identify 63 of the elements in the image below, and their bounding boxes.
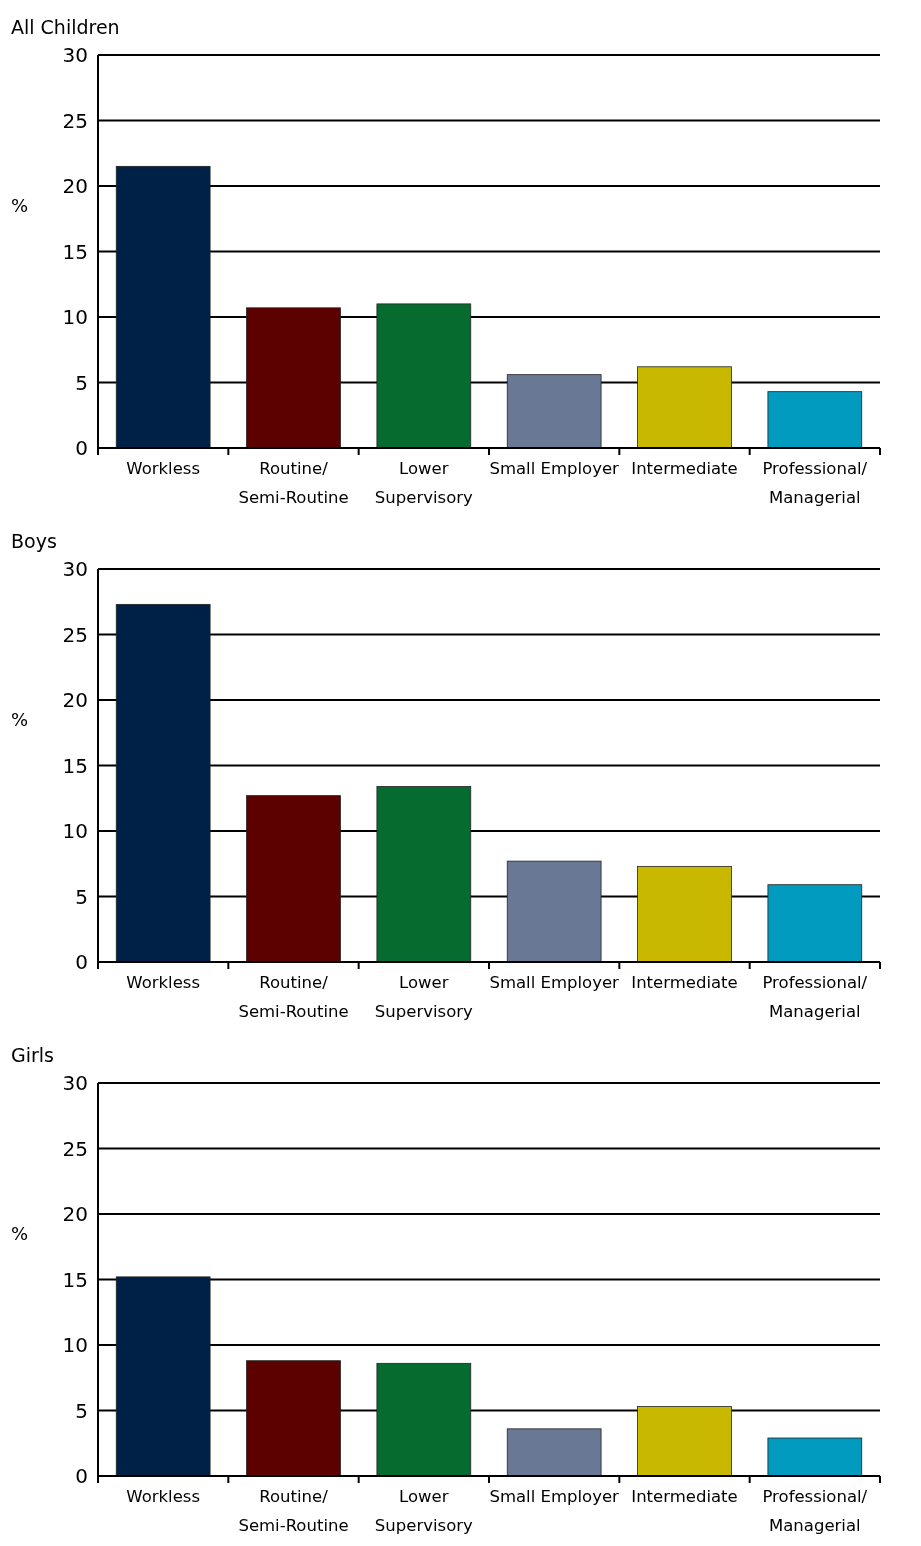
- bar: [246, 307, 341, 449]
- bar: [376, 786, 472, 963]
- chart-title: Boys: [11, 530, 57, 552]
- x-tick-label: Lower Supervisory: [374, 973, 474, 1021]
- x-tick-label: Professional/ Managerial: [762, 1487, 868, 1535]
- x-tick-label: Lower Supervisory: [374, 459, 474, 507]
- y-tick-label: 10: [62, 1333, 88, 1357]
- y-tick-label: 20: [62, 688, 88, 712]
- x-tick-label: Routine/ Semi-Routine: [238, 459, 349, 507]
- x-tick-label: Professional/ Managerial: [762, 459, 868, 507]
- y-tick-label: 15: [62, 753, 88, 778]
- y-tick-label: 5: [75, 884, 88, 909]
- chart-title: All Children: [11, 16, 120, 38]
- y-tick-label: 5: [75, 370, 88, 395]
- x-tick-label: Lower Supervisory: [374, 1487, 474, 1535]
- y-tick-label: 0: [75, 436, 88, 460]
- x-tick-label: Workless: [126, 459, 201, 478]
- y-tick-label: 25: [62, 1136, 88, 1161]
- y-tick-label: 10: [62, 305, 88, 329]
- bar: [246, 795, 341, 963]
- bar: [115, 165, 211, 449]
- bar: [767, 1437, 863, 1477]
- y-axis-title: %: [11, 1222, 29, 1244]
- x-tick-label: Workless: [126, 1487, 201, 1506]
- bar: [506, 860, 602, 963]
- y-tick-label: 25: [62, 622, 88, 647]
- x-tick-label: Small Employer: [489, 973, 620, 992]
- y-axis-title: %: [11, 708, 29, 730]
- x-tick-label: Small Employer: [489, 459, 620, 478]
- y-tick-label: 20: [62, 1202, 88, 1226]
- y-tick-label: 30: [62, 1071, 88, 1095]
- y-tick-label: 15: [62, 239, 88, 264]
- bar: [115, 1276, 211, 1477]
- bar: [637, 865, 732, 963]
- y-tick-label: 0: [75, 1464, 88, 1488]
- bar: [506, 374, 602, 449]
- y-tick-label: 15: [62, 1267, 88, 1292]
- bar: [506, 1428, 602, 1477]
- x-tick-label: Routine/ Semi-Routine: [238, 973, 349, 1021]
- x-tick-label: Routine/ Semi-Routine: [238, 1487, 349, 1535]
- y-tick-label: 20: [62, 174, 88, 198]
- x-tick-label: Intermediate: [631, 459, 738, 478]
- x-tick-label: Professional/ Managerial: [762, 973, 868, 1021]
- bar: [767, 884, 863, 963]
- bar: [637, 1406, 732, 1477]
- x-tick-label: Intermediate: [631, 1487, 738, 1506]
- y-tick-label: 30: [62, 557, 88, 581]
- bar: [115, 603, 211, 963]
- bar: [246, 1360, 341, 1477]
- chart-title: Girls: [11, 1044, 54, 1066]
- y-tick-label: 5: [75, 1398, 88, 1423]
- y-tick-label: 30: [62, 43, 88, 67]
- y-tick-label: 25: [62, 108, 88, 133]
- y-tick-label: 0: [75, 950, 88, 974]
- x-tick-label: Small Employer: [489, 1487, 620, 1506]
- bar: [376, 1362, 472, 1477]
- x-tick-label: Intermediate: [631, 973, 738, 992]
- bar: [767, 391, 863, 449]
- bar: [637, 366, 732, 449]
- x-tick-label: Workless: [126, 973, 201, 992]
- y-tick-label: 10: [62, 819, 88, 843]
- bar: [376, 303, 472, 449]
- y-axis-title: %: [11, 194, 29, 216]
